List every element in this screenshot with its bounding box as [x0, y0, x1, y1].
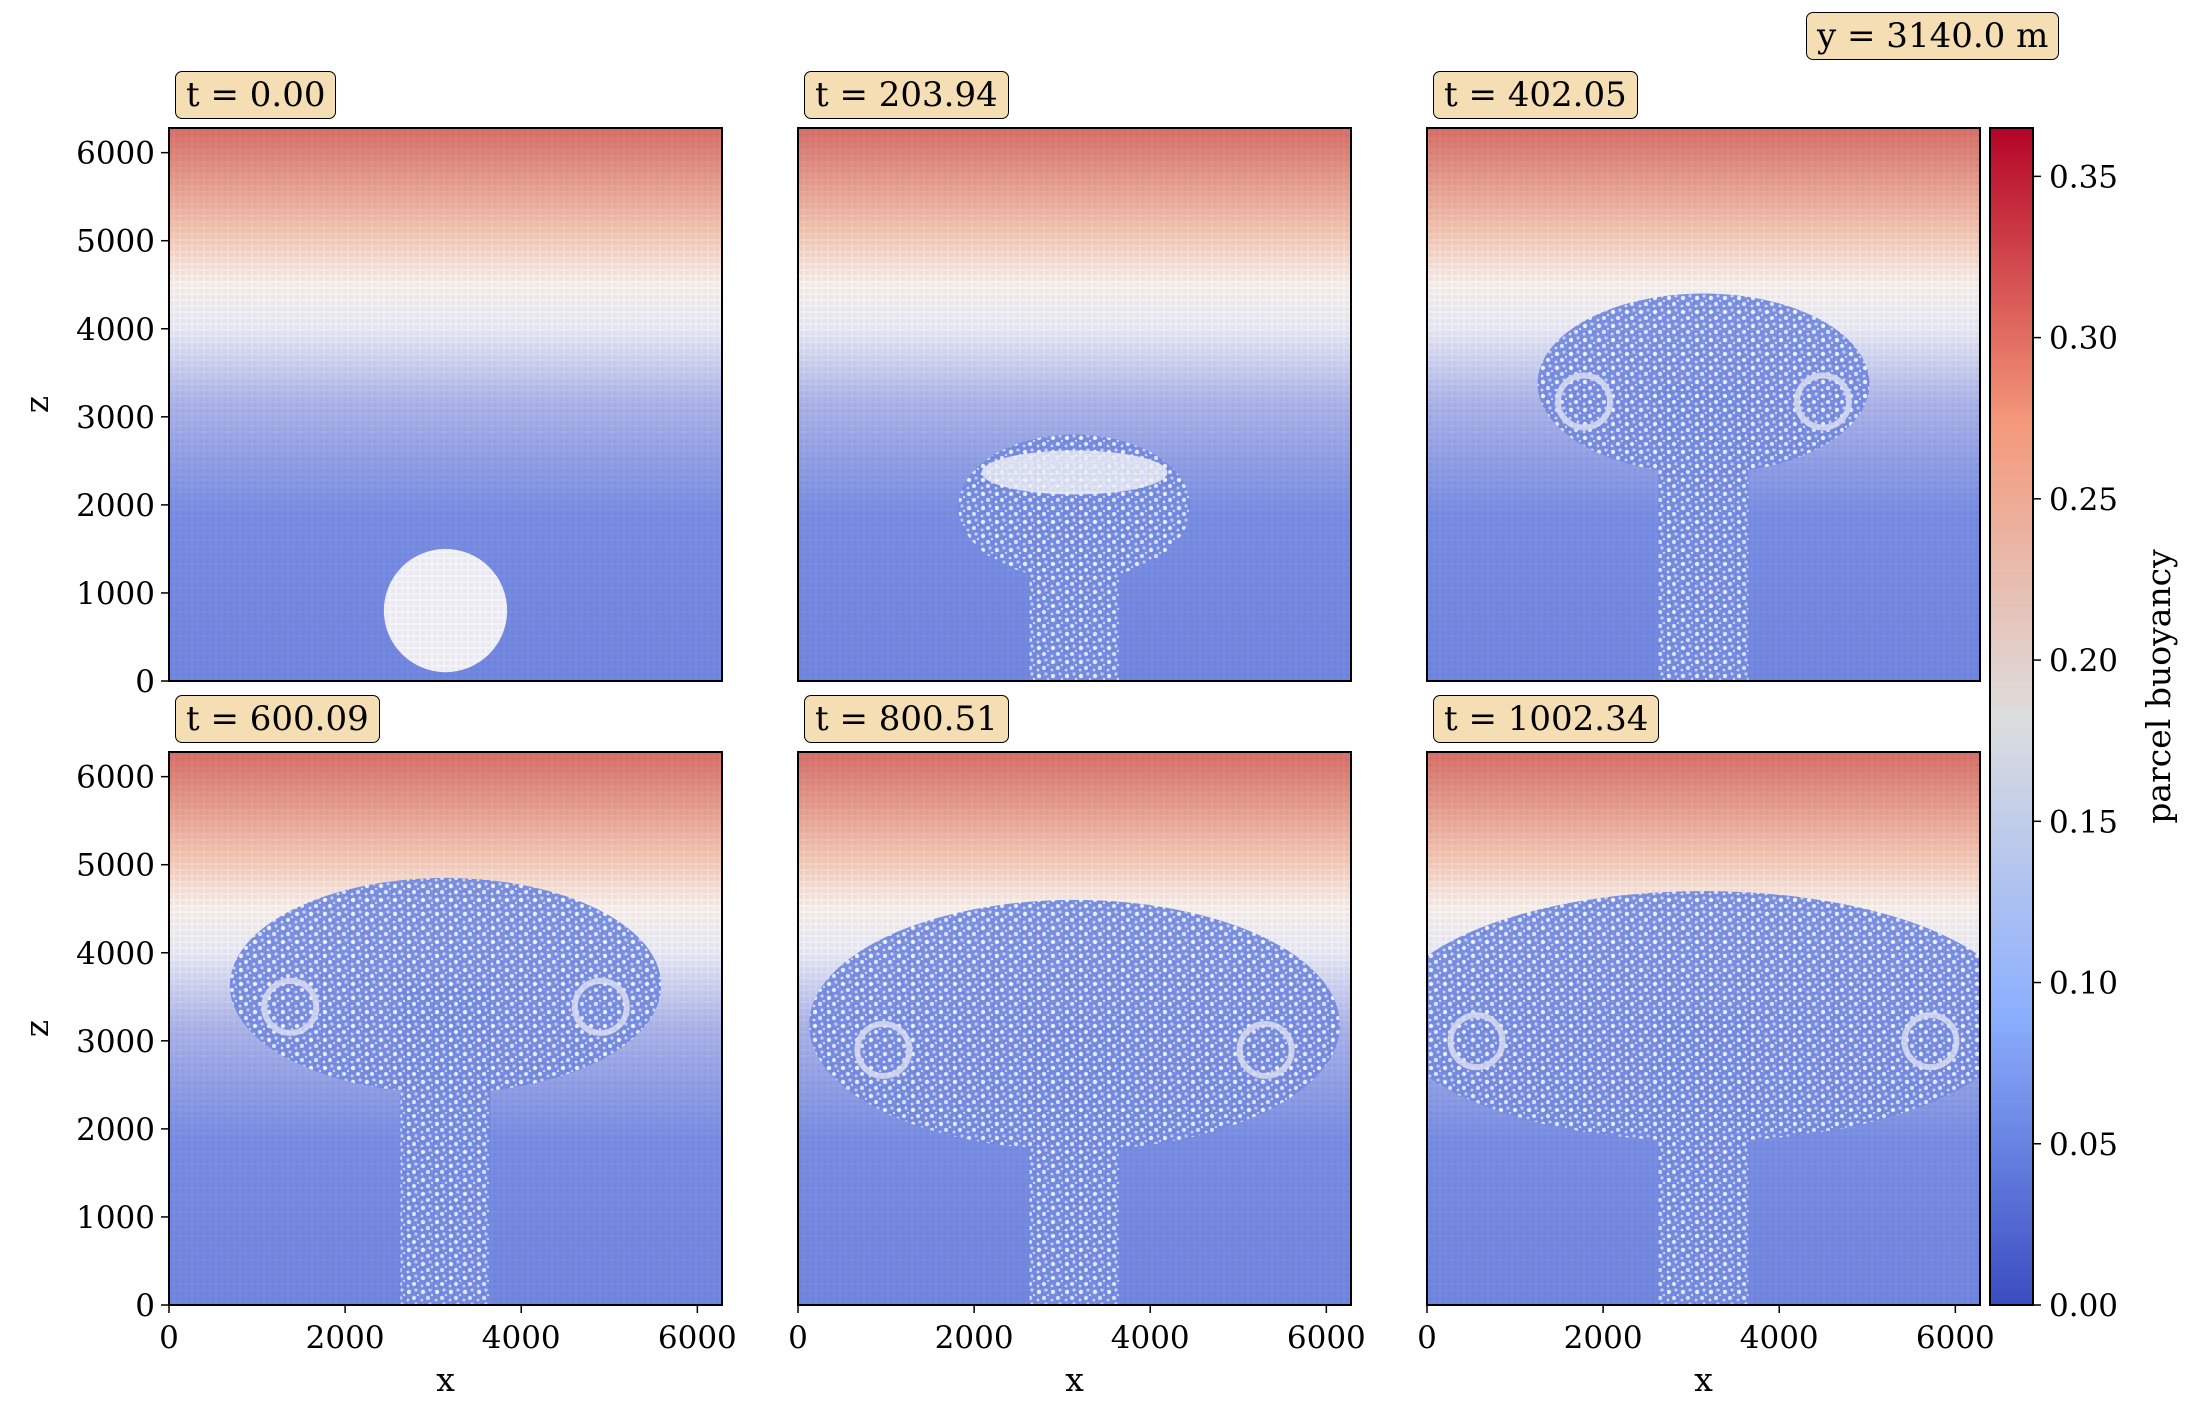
y-tick-label: 5000 — [76, 224, 155, 260]
colorbar — [1989, 127, 2034, 1306]
x-tick-label: 4000 — [482, 1320, 561, 1356]
x-tick-label: 0 — [788, 1320, 808, 1356]
colorbar-tick-label: 0.35 — [2049, 159, 2118, 195]
panel-5: 0 2000 4000 6000 x — [788, 751, 1366, 1399]
y-tick-label: 6000 — [76, 136, 155, 172]
y-tick-label: 4000 — [76, 312, 155, 348]
y-axis-label: z — [17, 1020, 56, 1037]
colorbar-tick-label: 0.15 — [2049, 804, 2118, 840]
parcel-grid — [169, 128, 722, 681]
axes-frame — [168, 127, 723, 682]
panel-2 — [797, 127, 1352, 682]
slice-annotation: y = 3140.0 m — [1806, 12, 2060, 60]
colorbar-tick-label: 0.05 — [2049, 1127, 2118, 1163]
panel-1: 0 1000 2000 3000 4000 5000 6000 z — [17, 127, 723, 700]
axes-frame — [797, 751, 1352, 1306]
axes-frame — [168, 751, 723, 1306]
y-tick-label: 5000 — [76, 848, 155, 884]
y-tick-label: 0 — [135, 1288, 155, 1324]
panel-5-time-label: t = 800.51 — [804, 695, 1009, 743]
parcel-grid — [169, 752, 722, 1305]
y-tick-label: 1000 — [76, 576, 155, 612]
x-tick-label: 6000 — [1287, 1320, 1366, 1356]
parcel-grid — [1427, 128, 1980, 681]
colorbar-tick-label: 0.20 — [2049, 643, 2118, 679]
panel-6-time-label: t = 1002.34 — [1433, 695, 1660, 743]
y-tick-label: 0 — [135, 664, 155, 700]
y-tick-label: 2000 — [76, 488, 155, 524]
x-tick-label: 6000 — [1916, 1320, 1995, 1356]
y-tick-label: 3000 — [76, 1024, 155, 1060]
x-axis-label: x — [1065, 1360, 1084, 1399]
x-tick-label: 6000 — [658, 1320, 737, 1356]
y-tick-label: 3000 — [76, 400, 155, 436]
parcel-grid — [1427, 752, 1980, 1305]
x-tick-label: 4000 — [1111, 1320, 1190, 1356]
panel-2-time-label: t = 203.94 — [804, 71, 1009, 119]
y-tick-label: 1000 — [76, 1200, 155, 1236]
x-axis-label: x — [1694, 1360, 1713, 1399]
colorbar-tick-label: 0.30 — [2049, 321, 2118, 357]
x-tick-label: 0 — [1417, 1320, 1437, 1356]
colorbar-label: parcel buoyancy — [2139, 549, 2178, 824]
y-axis-label: z — [17, 396, 56, 413]
x-tick-label: 2000 — [1564, 1320, 1643, 1356]
panel-4: 0 2000 4000 6000 x 0 1000 2000 3000 4000 5000 6000 z — [17, 751, 737, 1399]
axes-frame — [797, 127, 1352, 682]
colorbar-tick-label: 0.10 — [2049, 966, 2118, 1002]
panel-6: 0 2000 4000 6000 x — [1417, 751, 1995, 1399]
colorbar-tick-label: 0.00 — [2049, 1288, 2118, 1324]
x-tick-label: 0 — [159, 1320, 179, 1356]
axes-frame — [1426, 751, 1981, 1306]
x-tick-label: 2000 — [935, 1320, 1014, 1356]
x-tick-label: 4000 — [1740, 1320, 1819, 1356]
colorbar-tick-label: 0.25 — [2049, 482, 2118, 518]
y-tick-label: 6000 — [76, 760, 155, 796]
y-tick-label: 4000 — [76, 936, 155, 972]
y-tick-label: 2000 — [76, 1112, 155, 1148]
panel-4-time-label: t = 600.09 — [175, 695, 380, 743]
x-tick-label: 2000 — [306, 1320, 385, 1356]
panel-3-time-label: t = 402.05 — [1433, 71, 1638, 119]
axes-frame — [1426, 127, 1981, 682]
x-axis-label: x — [436, 1360, 455, 1399]
panel-3 — [1426, 127, 1981, 682]
panel-1-time-label: t = 0.00 — [175, 71, 337, 119]
parcel-grid — [798, 128, 1351, 681]
parcel-grid — [798, 752, 1351, 1305]
